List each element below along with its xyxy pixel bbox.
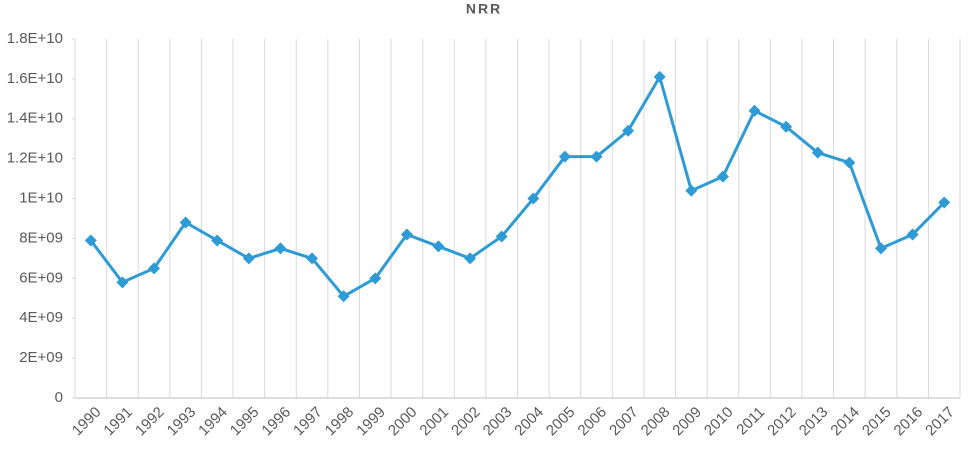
y-tick-label: 2E+09 — [19, 349, 63, 366]
y-tick-label: 8E+09 — [19, 229, 63, 246]
x-tick-label: 1999 — [353, 404, 389, 440]
data-point — [116, 276, 129, 289]
data-point — [874, 242, 887, 255]
data-point — [748, 104, 761, 117]
data-point — [464, 252, 477, 265]
y-tick-label: 1E+10 — [19, 190, 63, 207]
data-point — [938, 196, 951, 209]
data-point — [716, 170, 729, 183]
data-point — [811, 146, 824, 159]
data-point — [148, 262, 161, 275]
y-tick-label: 6E+09 — [19, 269, 63, 286]
x-tick-label: 1990 — [69, 404, 105, 440]
y-tick-label: 1.4E+10 — [7, 110, 63, 127]
data-point — [337, 290, 350, 303]
data-point — [906, 228, 919, 241]
x-tick-label: 2003 — [480, 404, 516, 440]
data-point — [211, 234, 224, 247]
x-tick-label: 1992 — [132, 404, 168, 440]
x-tick-label: 2002 — [448, 404, 484, 440]
data-point — [432, 240, 445, 253]
data-point — [527, 192, 540, 205]
x-tick-label: 2011 — [733, 404, 768, 439]
x-tick-label: 1994 — [195, 404, 231, 440]
x-tick-label: 2010 — [701, 404, 737, 440]
data-point — [84, 234, 97, 247]
x-tick-label: 1996 — [258, 404, 294, 440]
y-tick-label: 1.6E+10 — [7, 70, 63, 87]
data-point — [242, 252, 255, 265]
data-point — [843, 156, 856, 169]
series-line — [89, 75, 946, 298]
x-tick-label: 2015 — [859, 404, 895, 440]
x-tick-label: 1993 — [164, 404, 200, 440]
x-tick-label: 2004 — [511, 404, 547, 440]
x-tick-label: 1991 — [100, 404, 136, 440]
x-tick-label: 2007 — [606, 404, 642, 440]
x-tick-label: 2017 — [922, 404, 958, 440]
y-tick-label: 0 — [55, 389, 63, 406]
x-tick-label: 1995 — [227, 404, 263, 440]
data-point — [400, 228, 413, 241]
data-point — [274, 242, 287, 255]
x-tick-label: 2008 — [638, 404, 674, 440]
data-point — [780, 120, 793, 133]
y-tick-label: 1.2E+10 — [7, 150, 63, 167]
data-point — [179, 216, 192, 229]
x-tick-label: 2013 — [796, 404, 832, 440]
y-tick-label: 1.8E+10 — [7, 30, 63, 47]
data-point — [622, 124, 635, 137]
x-tick-label: 2009 — [669, 404, 705, 440]
data-point — [685, 184, 698, 197]
data-point — [590, 150, 603, 163]
x-tick-label: 1997 — [290, 404, 326, 440]
x-tick-label: 2012 — [764, 404, 800, 440]
x-tick-label: 2000 — [385, 404, 421, 440]
x-tick-label: 2014 — [827, 404, 863, 440]
x-tick-label: 1998 — [322, 404, 358, 440]
x-tick-label: 2001 — [416, 404, 452, 440]
y-tick-label: 4E+09 — [19, 309, 63, 326]
data-point — [369, 272, 382, 285]
x-tick-label: 2006 — [575, 404, 611, 440]
data-point — [653, 70, 666, 83]
x-tick-label: 2005 — [543, 404, 579, 440]
data-point — [495, 230, 508, 243]
data-point — [558, 150, 571, 163]
x-tick-label: 2016 — [891, 404, 927, 440]
data-point — [306, 252, 319, 265]
chart-title: NRR — [466, 1, 502, 17]
